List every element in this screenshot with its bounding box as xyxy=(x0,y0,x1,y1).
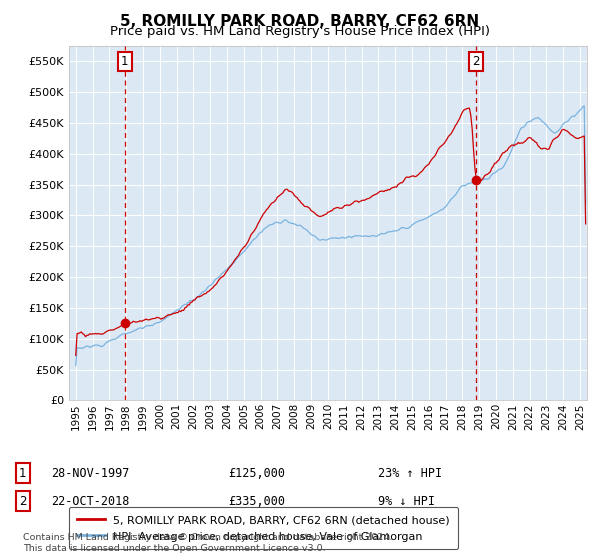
Text: 23% ↑ HPI: 23% ↑ HPI xyxy=(378,466,442,480)
Text: 1: 1 xyxy=(121,55,128,68)
Text: Price paid vs. HM Land Registry's House Price Index (HPI): Price paid vs. HM Land Registry's House … xyxy=(110,25,490,38)
Text: 22-OCT-2018: 22-OCT-2018 xyxy=(51,494,130,508)
Text: £335,000: £335,000 xyxy=(228,494,285,508)
Text: 9% ↓ HPI: 9% ↓ HPI xyxy=(378,494,435,508)
Text: £125,000: £125,000 xyxy=(228,466,285,480)
Text: 1: 1 xyxy=(19,466,26,480)
Text: 2: 2 xyxy=(472,55,479,68)
Text: 5, ROMILLY PARK ROAD, BARRY, CF62 6RN: 5, ROMILLY PARK ROAD, BARRY, CF62 6RN xyxy=(121,14,479,29)
Text: 28-NOV-1997: 28-NOV-1997 xyxy=(51,466,130,480)
Legend: 5, ROMILLY PARK ROAD, BARRY, CF62 6RN (detached house), HPI: Average price, deta: 5, ROMILLY PARK ROAD, BARRY, CF62 6RN (d… xyxy=(69,507,458,549)
Text: 2: 2 xyxy=(19,494,26,508)
Text: Contains HM Land Registry data © Crown copyright and database right 2024.
This d: Contains HM Land Registry data © Crown c… xyxy=(23,533,392,553)
